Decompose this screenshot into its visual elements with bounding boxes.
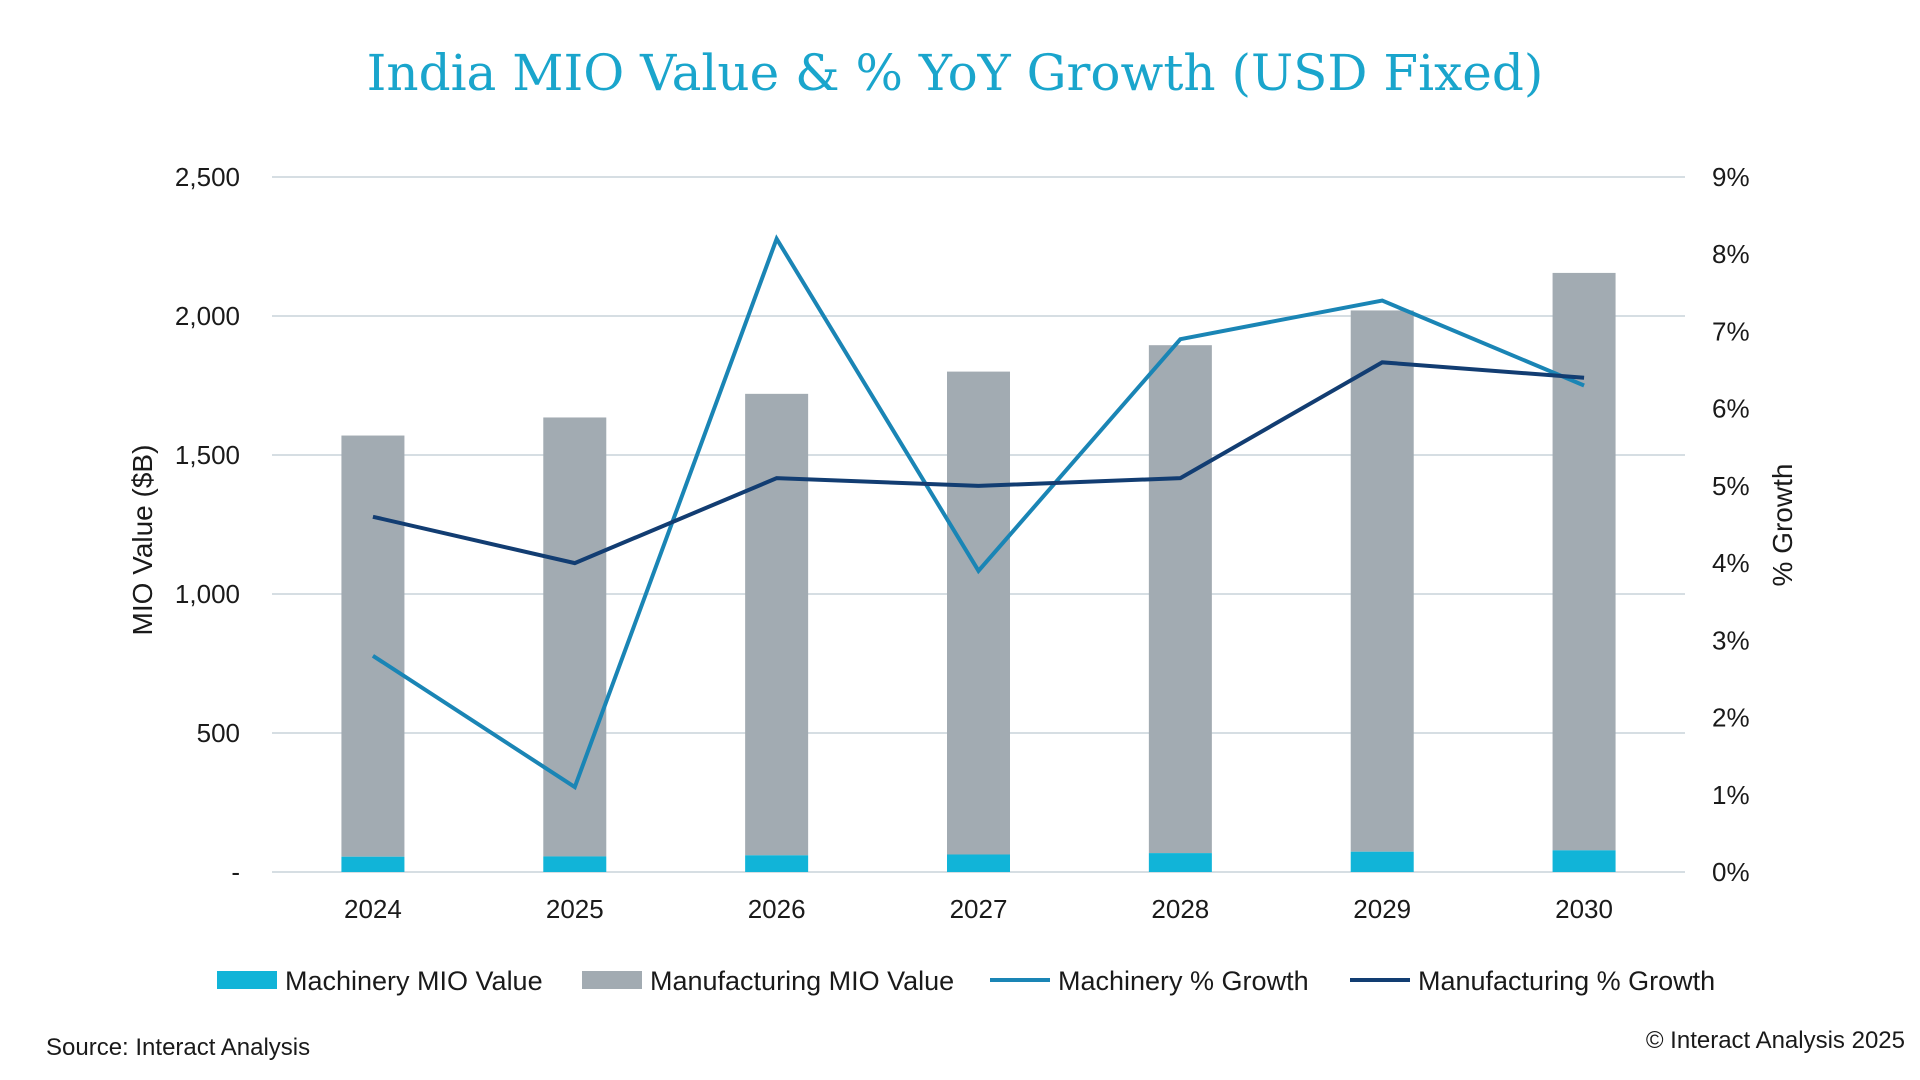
legend-label: Machinery MIO Value	[285, 966, 543, 996]
bar-manufacturing	[1350, 310, 1414, 852]
y2-tick-label: 8%	[1712, 239, 1750, 269]
y2-tick-label: 1%	[1712, 780, 1750, 810]
y2-tick-label: 9%	[1712, 162, 1750, 192]
lines	[371, 234, 1585, 791]
bar-machinery	[1552, 850, 1616, 872]
bar-manufacturing	[745, 393, 809, 856]
bar-machinery	[1148, 853, 1212, 872]
bar-machinery	[947, 854, 1010, 872]
y2-tick-label: 6%	[1712, 394, 1750, 424]
bar-manufacturing	[1148, 345, 1212, 854]
bar-machinery	[341, 856, 405, 872]
y2-tick-label: 5%	[1712, 471, 1750, 501]
x-tick-label: 2029	[1353, 894, 1411, 924]
x-tick-label: 2025	[546, 894, 604, 924]
bar-manufacturing	[947, 371, 1010, 855]
y-tick-label: 1,500	[175, 440, 240, 470]
x-tick-label: 2024	[344, 894, 402, 924]
bar-machinery	[543, 856, 607, 872]
y2-tick-label: 4%	[1712, 548, 1750, 578]
x-tick-label: 2027	[950, 894, 1008, 924]
source-note: Source: Interact Analysis	[46, 1034, 310, 1061]
line-machinery-growth	[371, 234, 1585, 791]
left-axis-ticks: - 500 1,000 1,500 2,000 2,500	[175, 162, 240, 887]
bar-manufacturing	[341, 435, 405, 857]
y-tick-label: 1,000	[175, 579, 240, 609]
legend-label: Manufacturing % Growth	[1418, 966, 1715, 996]
y-tick-label: 500	[197, 718, 240, 748]
legend-label: Manufacturing MIO Value	[650, 966, 954, 996]
right-axis-ticks: 0% 1% 2% 3% 4% 5% 6% 7% 8% 9%	[1712, 162, 1750, 887]
y2-tick-label: 7%	[1712, 316, 1750, 346]
y2-axis-label: % Growth	[1767, 464, 1798, 587]
bar-manufacturing	[1552, 272, 1616, 851]
chart-title: India MIO Value & % YoY Growth (USD Fixe…	[367, 44, 1544, 102]
y-axis-label: MIO Value ($B)	[127, 445, 158, 636]
copyright-note: © Interact Analysis 2025	[1646, 1027, 1905, 1054]
bar-manufacturing	[543, 417, 607, 857]
x-tick-label: 2030	[1555, 894, 1613, 924]
legend-swatch	[217, 971, 277, 989]
x-axis-ticks: 2024 2025 2026 2027 2028 2029 2030	[344, 894, 1613, 924]
legend-swatch	[582, 971, 642, 989]
y-tick-label: 2,500	[175, 162, 240, 192]
x-tick-label: 2026	[748, 894, 806, 924]
y2-tick-label: 3%	[1712, 625, 1750, 655]
y-tick-label: -	[231, 857, 240, 887]
bar-machinery	[745, 855, 809, 872]
x-tick-label: 2028	[1151, 894, 1209, 924]
y2-tick-label: 0%	[1712, 857, 1750, 887]
line-manufacturing-growth	[372, 360, 1585, 566]
bar-machinery	[1350, 851, 1414, 872]
y2-tick-label: 2%	[1712, 703, 1750, 733]
legend: Machinery MIO Value Manufacturing MIO Val…	[217, 966, 1715, 996]
y-tick-label: 2,000	[175, 301, 240, 331]
legend-label: Machinery % Growth	[1058, 966, 1309, 996]
